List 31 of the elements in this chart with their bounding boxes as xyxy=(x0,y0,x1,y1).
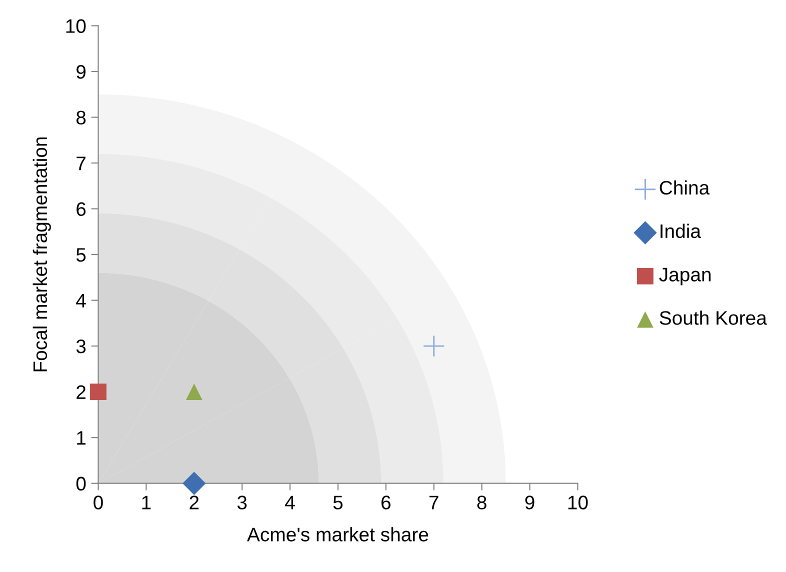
x-tick-label: 10 xyxy=(568,496,588,510)
x-tick-label: 4 xyxy=(285,496,295,510)
y-tick-label: 3 xyxy=(76,340,86,354)
y-tick-label: 8 xyxy=(76,110,86,124)
x-tick-label: 1 xyxy=(142,496,151,510)
point xyxy=(182,472,206,495)
y-tick-label: 9 xyxy=(76,64,86,79)
y-axis-title: Focal market fragmentation xyxy=(32,137,51,372)
x-tick-label: 5 xyxy=(333,496,343,510)
point xyxy=(90,384,106,400)
x-axis-title: Acme's market share xyxy=(247,527,428,542)
legend-label: China xyxy=(660,180,710,195)
y-tick-label: 1 xyxy=(77,431,86,445)
x-tick-label: 8 xyxy=(477,496,486,510)
point xyxy=(424,336,444,356)
legend-label: South Korea xyxy=(660,310,767,325)
y-tick-label: 2 xyxy=(76,385,86,399)
y-tick-label: 0 xyxy=(76,476,86,491)
x-tick-label: 3 xyxy=(237,496,247,510)
y-tick-label: 7 xyxy=(76,156,86,170)
y-tick-label: 4 xyxy=(76,294,86,308)
x-tick-label: 9 xyxy=(525,496,534,510)
x-tick-label: 7 xyxy=(429,496,438,510)
y-tick-label: 10 xyxy=(66,19,86,33)
y-tick-label: 6 xyxy=(76,202,86,216)
legend-label: India xyxy=(660,224,702,238)
x-tick-label: 0 xyxy=(94,496,103,510)
x-tick-label: 6 xyxy=(382,496,390,510)
legend-label: Japan xyxy=(659,268,711,286)
y-tick-label: 5 xyxy=(76,248,86,262)
x-tick-label: 2 xyxy=(190,496,199,510)
